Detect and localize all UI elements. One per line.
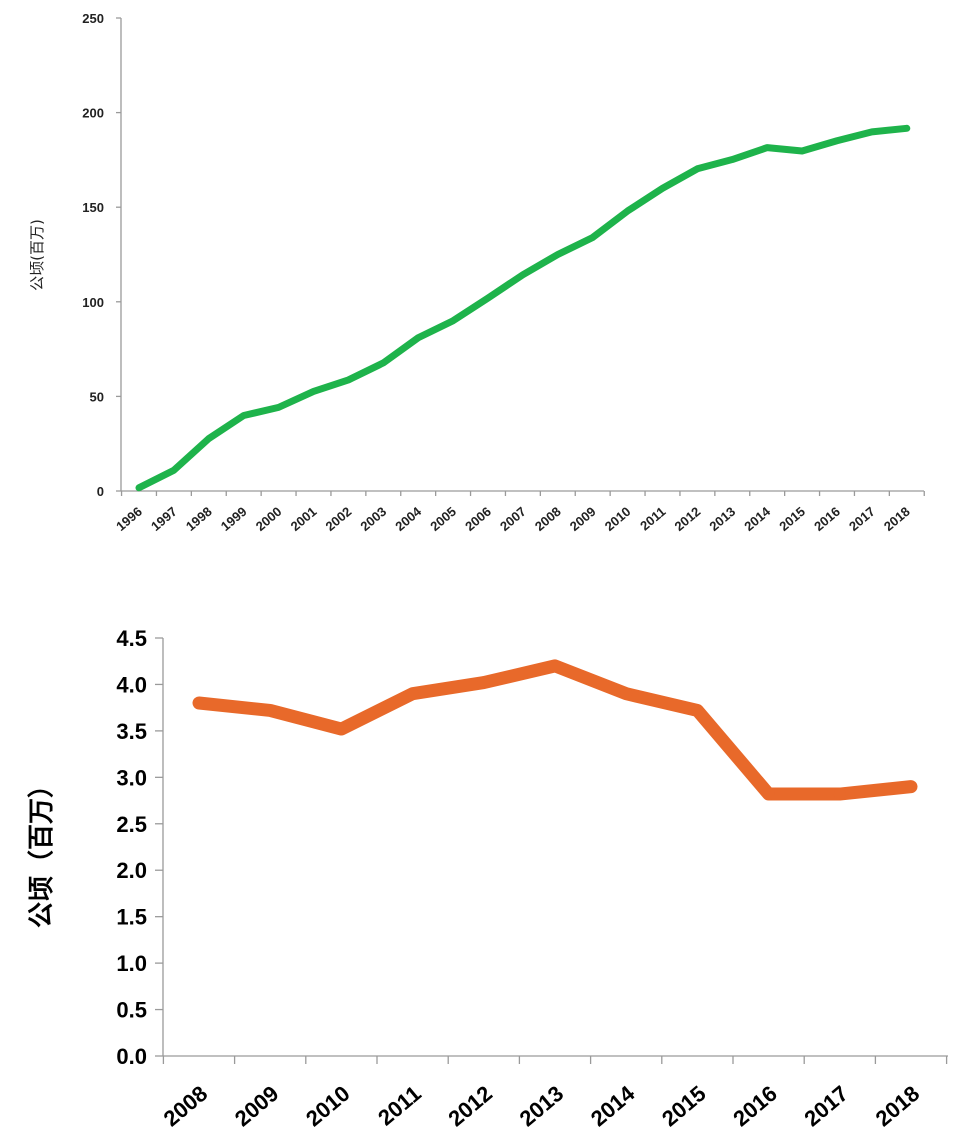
data-point	[450, 317, 457, 324]
data-point	[519, 271, 526, 278]
chart-2: 0.0 0.5 1.0 1.5 2.0 2.5 3.0 3.5 4.0 4.5 2008 2009 20…	[27, 626, 948, 1131]
data-point	[205, 435, 212, 442]
x-tick-label: 1996	[113, 504, 145, 534]
x-tick-label: 2018	[871, 1081, 925, 1132]
x-tick-label: 2016	[728, 1081, 782, 1132]
y-tick-label: 0	[97, 484, 104, 499]
x-tick-label: 2001	[288, 504, 320, 534]
y-axis-title: 公顷(百万)	[28, 219, 46, 291]
data-point	[762, 788, 775, 801]
x-tick-label: 2012	[672, 504, 704, 534]
data-point	[764, 144, 771, 151]
x-tick-label: 2013	[515, 1081, 569, 1132]
x-tick-label: 2008	[159, 1081, 213, 1132]
x-tick-label: 2015	[776, 504, 808, 534]
y-tick-label: 150	[82, 200, 104, 215]
series-line	[135, 124, 911, 492]
x-tick-label: 2017	[846, 504, 878, 534]
y-tick-label: 3.0	[116, 765, 147, 790]
x-tick-label: 2003	[357, 504, 389, 534]
data-point	[868, 128, 875, 135]
data-point	[549, 659, 561, 672]
data-point	[485, 295, 491, 302]
data-point	[833, 788, 846, 801]
y-tick-label: 4.0	[116, 672, 147, 697]
data-point	[554, 251, 561, 258]
data-point	[275, 404, 282, 411]
x-tick-label: 2008	[532, 504, 564, 534]
x-tick-label: 2010	[602, 504, 634, 534]
y-tick-label: 100	[82, 295, 104, 310]
data-point	[310, 388, 317, 395]
data-point	[729, 156, 736, 163]
x-tick-label: 2011	[373, 1081, 426, 1131]
x-tick-label: 2007	[497, 504, 529, 534]
x-tick-label: 2002	[323, 504, 355, 534]
y-axis-title: 公顷（百万）	[27, 772, 57, 928]
data-point	[589, 234, 596, 241]
data-point	[170, 467, 177, 474]
x-tick-label: 1997	[148, 504, 180, 534]
data-point	[415, 334, 422, 341]
data-point	[620, 687, 633, 700]
data-point	[345, 376, 352, 383]
y-tick-label: 50	[90, 389, 104, 404]
y-tick-label: 3.5	[116, 719, 147, 744]
data-point	[477, 676, 490, 689]
y-tick-label: 2.0	[116, 858, 147, 883]
data-point	[905, 780, 917, 793]
x-tick-label: 2018	[881, 504, 913, 534]
x-tick-label: 2004	[392, 503, 424, 534]
y-tick-label: 2.5	[116, 812, 147, 837]
data-point	[624, 207, 631, 214]
x-tick-label: 2005	[427, 504, 459, 534]
y-tick-label: 1.5	[116, 905, 147, 930]
y-tick-label: 0.0	[116, 1044, 147, 1069]
x-tick-label: 1998	[183, 504, 215, 534]
x-tick-label: 2014	[586, 1080, 640, 1131]
data-point	[193, 697, 205, 710]
x-tick-label: 1999	[218, 504, 250, 534]
x-tick-label: 2009	[567, 504, 599, 534]
x-tick-label: 2010	[301, 1081, 355, 1132]
data-point	[240, 412, 247, 419]
data-point	[834, 137, 840, 144]
data-point	[903, 125, 910, 132]
x-tick-label: 2011	[637, 504, 668, 534]
data-point	[406, 687, 419, 700]
x-tick-label: 2015	[657, 1081, 711, 1132]
data-point	[380, 359, 387, 366]
data-point	[136, 484, 142, 491]
y-tick-label: 200	[82, 106, 104, 121]
x-tick-label: 2000	[253, 504, 285, 534]
x-tick-label: 2016	[811, 504, 843, 534]
y-tick-label: 250	[82, 11, 104, 26]
y-tick-label: 1.0	[116, 951, 147, 976]
x-tick-label: 2012	[443, 1081, 497, 1132]
x-tick-label: 2006	[462, 504, 494, 534]
x-tick-label: 2013	[706, 504, 738, 534]
x-tick-label: 2009	[230, 1081, 284, 1132]
data-point	[694, 165, 701, 172]
y-tick-label: 4.5	[116, 626, 147, 651]
x-tick-label: 2017	[799, 1081, 853, 1132]
data-point	[799, 148, 806, 155]
data-point	[659, 185, 666, 192]
data-point	[691, 704, 704, 717]
data-point	[335, 723, 348, 736]
y-tick-label: 0.5	[116, 998, 147, 1023]
series-line	[192, 659, 918, 801]
data-point	[264, 704, 277, 717]
x-tick-label: 2014	[741, 503, 773, 534]
